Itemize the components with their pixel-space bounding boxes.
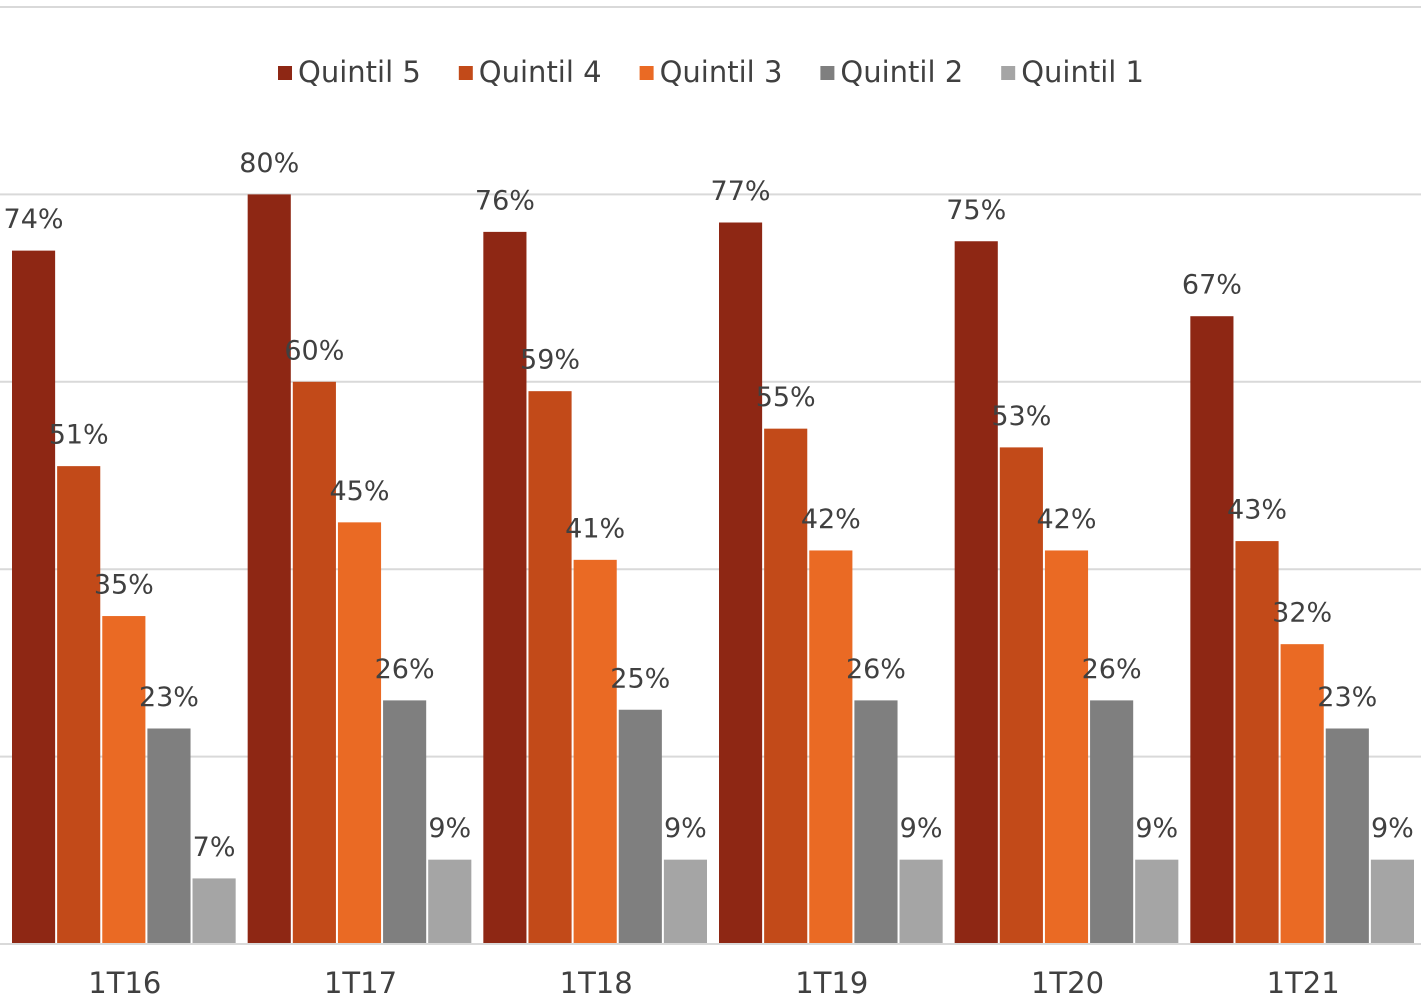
data-label: 80%	[239, 148, 299, 179]
bar	[247, 194, 291, 944]
bar	[719, 222, 763, 944]
bar	[428, 859, 472, 944]
data-label: 26%	[846, 654, 906, 685]
bar	[1325, 728, 1369, 944]
data-label: 45%	[329, 476, 389, 507]
data-label: 67%	[1182, 270, 1242, 301]
data-label: 42%	[801, 504, 861, 535]
data-label: 23%	[1317, 682, 1377, 713]
data-label: 59%	[520, 345, 580, 376]
bar	[854, 700, 898, 944]
bar	[764, 428, 808, 944]
bar	[1044, 550, 1089, 944]
bar	[1280, 644, 1324, 944]
data-label: 43%	[1227, 495, 1287, 526]
bar	[663, 859, 707, 944]
data-label: 77%	[711, 176, 771, 207]
x-tick-label: 1T18	[560, 966, 633, 1000]
bar	[528, 391, 572, 944]
data-label: 42%	[1036, 504, 1096, 535]
data-label: 26%	[375, 654, 435, 685]
data-label: 41%	[565, 513, 625, 544]
x-tick-label: 1T21	[1267, 966, 1340, 1000]
bar	[12, 250, 56, 944]
bar	[192, 878, 236, 944]
x-tick-label: 1T19	[795, 966, 868, 1000]
bar	[337, 522, 382, 944]
legend-label: Quintil 3	[660, 55, 783, 89]
data-label: 74%	[4, 204, 64, 235]
bar	[1090, 700, 1134, 944]
legend-swatch	[820, 66, 835, 80]
legend-swatch	[458, 66, 473, 80]
data-label: 53%	[991, 401, 1051, 432]
bar	[618, 709, 662, 944]
x-tick-label: 1T17	[324, 966, 397, 1000]
bar	[383, 700, 427, 944]
data-label: 23%	[139, 682, 199, 713]
data-label: 55%	[756, 382, 816, 413]
legend-label: Quintil 5	[298, 55, 421, 89]
data-label: 9%	[1135, 813, 1178, 844]
bar	[899, 859, 943, 944]
data-label: 9%	[428, 813, 471, 844]
data-label: 9%	[1371, 813, 1414, 844]
data-label: 32%	[1272, 598, 1332, 629]
legend-label: Quintil 2	[840, 55, 963, 89]
x-tick-label: 1T16	[88, 966, 161, 1000]
bar	[1135, 859, 1179, 944]
bar	[1235, 541, 1279, 944]
data-label: 9%	[900, 813, 943, 844]
bar	[999, 447, 1043, 944]
bar	[809, 550, 853, 944]
data-label: 60%	[284, 335, 344, 366]
bar	[147, 728, 191, 944]
data-label: 25%	[610, 663, 670, 694]
legend-swatch	[639, 66, 654, 80]
data-label: 7%	[193, 832, 236, 863]
bar	[292, 381, 336, 944]
data-label: 26%	[1082, 654, 1142, 685]
bar	[573, 559, 617, 944]
legend-swatch	[278, 66, 293, 80]
data-label: 51%	[49, 420, 109, 451]
data-label: 35%	[94, 570, 154, 601]
bar	[954, 241, 998, 944]
bar	[57, 466, 101, 944]
bar	[483, 231, 527, 944]
legend-swatch	[1001, 66, 1016, 80]
legend-label: Quintil 1	[1021, 55, 1144, 89]
data-label: 75%	[946, 195, 1006, 226]
legend-label: Quintil 4	[479, 55, 602, 89]
x-tick-label: 1T20	[1031, 966, 1104, 1000]
data-label: 9%	[664, 813, 707, 844]
bar	[102, 616, 146, 944]
bar	[1190, 316, 1234, 945]
data-label: 76%	[475, 185, 535, 216]
bar	[1370, 859, 1414, 944]
